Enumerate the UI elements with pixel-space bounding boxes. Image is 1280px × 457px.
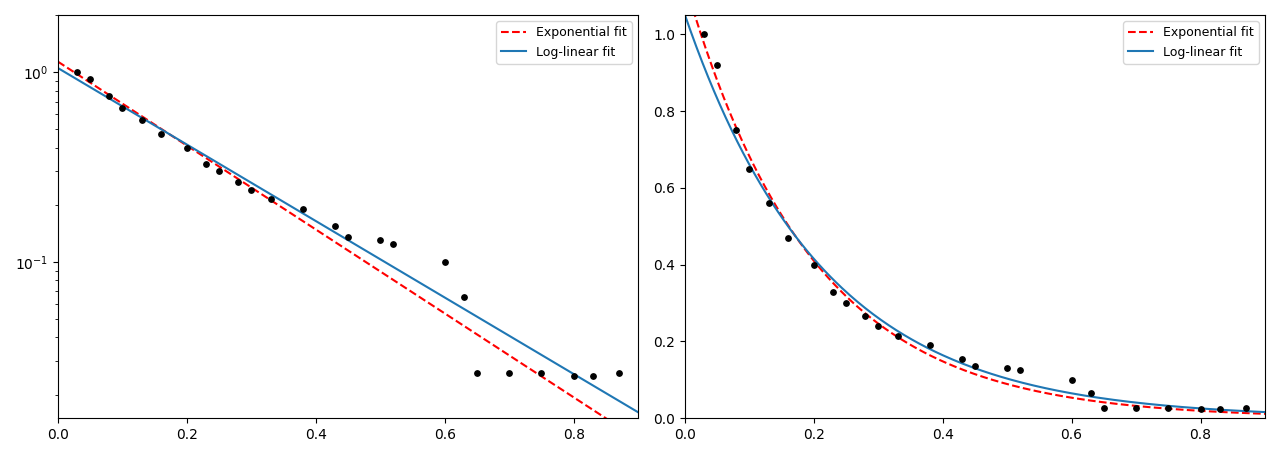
Legend: Exponential fit, Log-linear fit: Exponential fit, Log-linear fit — [1123, 21, 1258, 64]
Point — [726, 127, 746, 134]
Point — [67, 69, 87, 76]
Point — [370, 237, 390, 244]
Point — [1190, 405, 1211, 412]
Log-linear fit — [677, 12, 692, 17]
Point — [778, 234, 799, 241]
Log-linear fit — [680, 17, 695, 23]
Point — [707, 61, 727, 69]
Point — [868, 323, 888, 330]
Point — [499, 369, 520, 377]
Point — [1126, 404, 1147, 412]
Log-linear fit — [394, 269, 410, 275]
Point — [79, 75, 100, 83]
Log-linear fit — [406, 276, 421, 282]
Point — [952, 355, 973, 362]
Point — [836, 299, 856, 307]
Point — [804, 261, 824, 268]
Exponential fit — [52, 60, 68, 66]
Log-linear fit — [52, 66, 68, 72]
Point — [338, 234, 358, 241]
Point — [1158, 404, 1179, 412]
Log-linear fit — [1023, 382, 1038, 388]
Point — [965, 363, 986, 370]
Exponential fit — [1166, 406, 1181, 412]
Exponential fit — [1020, 387, 1036, 392]
Point — [467, 369, 488, 377]
Point — [209, 168, 229, 175]
Exponential fit — [1023, 387, 1038, 393]
Point — [1210, 405, 1230, 412]
Point — [823, 288, 844, 295]
Legend: Exponential fit, Log-linear fit: Exponential fit, Log-linear fit — [497, 21, 632, 64]
Exponential fit — [1257, 411, 1272, 416]
Exponential fit — [50, 59, 65, 64]
Log-linear fit — [50, 65, 65, 71]
Line: Exponential fit: Exponential fit — [685, 0, 1265, 414]
Point — [454, 294, 475, 301]
Point — [887, 332, 908, 340]
Point — [132, 116, 152, 123]
Point — [531, 369, 552, 377]
Point — [739, 165, 759, 172]
Point — [325, 222, 346, 229]
Point — [582, 372, 603, 380]
Point — [383, 240, 403, 247]
Exponential fit — [631, 436, 646, 442]
Log-linear fit — [1166, 404, 1181, 409]
Log-linear fit — [1203, 406, 1219, 412]
Point — [100, 92, 120, 100]
Point — [1080, 390, 1101, 397]
Line: Log-linear fit: Log-linear fit — [685, 15, 1265, 412]
Point — [177, 144, 197, 151]
Exponential fit — [1032, 389, 1047, 394]
Point — [1093, 404, 1114, 412]
Point — [608, 369, 628, 377]
Point — [694, 31, 714, 38]
Point — [919, 342, 940, 349]
Exponential fit — [576, 401, 591, 407]
Point — [997, 365, 1018, 372]
Log-linear fit — [1020, 382, 1036, 387]
Point — [293, 205, 314, 213]
Exponential fit — [406, 290, 421, 296]
Point — [241, 186, 261, 193]
Log-linear fit — [396, 270, 411, 276]
Exponential fit — [394, 282, 410, 288]
Point — [1061, 376, 1082, 383]
Log-linear fit — [631, 409, 646, 415]
Point — [563, 372, 584, 380]
Log-linear fit — [576, 377, 591, 383]
Point — [855, 313, 876, 320]
Point — [151, 131, 172, 138]
Exponential fit — [539, 377, 554, 383]
Log-linear fit — [1032, 384, 1047, 390]
Point — [758, 200, 778, 207]
Point — [434, 258, 454, 266]
Point — [196, 160, 216, 167]
Exponential fit — [396, 284, 411, 289]
Line: Log-linear fit: Log-linear fit — [58, 68, 639, 412]
Exponential fit — [1203, 409, 1219, 414]
Point — [1235, 404, 1256, 412]
Point — [113, 104, 133, 112]
Line: Exponential fit: Exponential fit — [58, 62, 639, 439]
Log-linear fit — [539, 356, 554, 361]
Log-linear fit — [1257, 409, 1272, 415]
Point — [260, 195, 280, 202]
Point — [1010, 367, 1030, 374]
Point — [228, 178, 248, 185]
